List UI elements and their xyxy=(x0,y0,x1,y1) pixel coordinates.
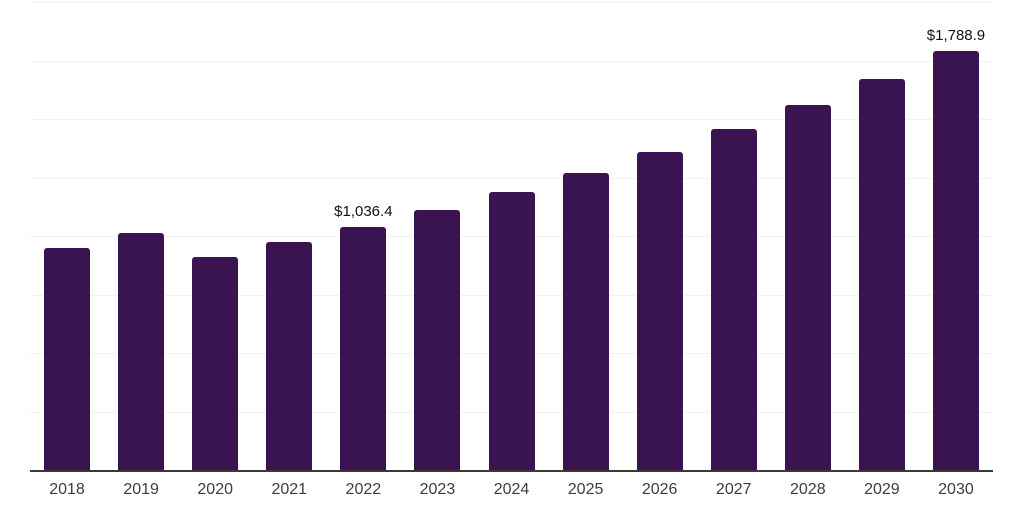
bar-2020 xyxy=(192,257,239,470)
x-tick-2024: 2024 xyxy=(493,481,530,498)
x-tick-2018: 2018 xyxy=(49,481,85,498)
bar-2019 xyxy=(118,233,165,470)
x-tick-2025: 2025 xyxy=(567,481,604,498)
x-axis-line xyxy=(30,470,993,472)
x-tick-2020: 2020 xyxy=(197,481,233,498)
plot-area: $1,036.4 $1,788.9 2018 2019 2020 2021 2022 202… xyxy=(30,0,993,512)
x-tick-2028: 2028 xyxy=(790,481,826,498)
bar-2024 xyxy=(488,191,535,470)
bar-2029 xyxy=(858,78,905,470)
bar-2027 xyxy=(710,129,757,470)
bar-2021 xyxy=(266,241,313,470)
bar-2025 xyxy=(562,172,609,470)
x-tick-2029: 2029 xyxy=(864,481,900,498)
gridline-1750 xyxy=(30,60,993,62)
bar-2022 xyxy=(340,227,387,470)
bar-2018 xyxy=(44,248,91,470)
x-tick-2021: 2021 xyxy=(271,481,308,498)
bar-2023 xyxy=(414,209,461,470)
x-tick-2023: 2023 xyxy=(419,481,456,498)
value-label-2030: $1,788.9 xyxy=(926,27,986,45)
x-tick-2030: 2030 xyxy=(938,481,974,498)
gridline-1250 xyxy=(30,177,993,179)
bar-2026 xyxy=(636,151,683,470)
x-tick-2027: 2027 xyxy=(715,481,752,498)
x-tick-2019: 2019 xyxy=(123,481,159,498)
value-label-2022: $1,036.4 xyxy=(334,203,393,221)
gridline-2000 xyxy=(30,2,993,3)
x-tick-2022: 2022 xyxy=(345,481,382,498)
bar-2030 xyxy=(932,51,979,470)
bar-2028 xyxy=(784,104,831,470)
x-tick-2026: 2026 xyxy=(641,481,678,498)
gridline-1500 xyxy=(30,119,993,120)
